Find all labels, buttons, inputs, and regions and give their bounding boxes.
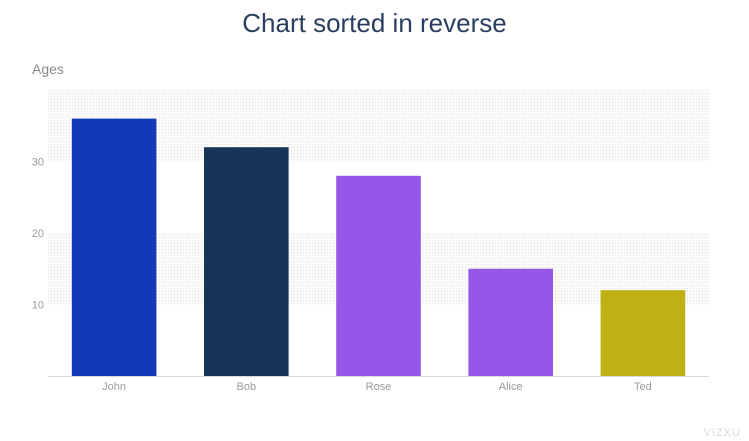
grid-band [48,90,709,162]
bars-group [71,118,686,376]
y-axis-title: Ages [32,61,64,77]
bar-alice [468,268,554,376]
x-tick-label: Ted [634,381,652,393]
bar-bob [203,147,289,376]
y-tick-label: 30 [32,157,44,169]
chart-title: Chart sorted in reverse [242,8,507,38]
bar-ted [600,290,686,376]
y-tick-label: 10 [32,300,44,312]
x-tick-label: Rose [366,381,392,393]
x-tick-label: Bob [237,381,257,393]
x-tick-label: Alice [499,381,523,393]
bar-rose [336,175,421,376]
x-tick-label: John [102,381,126,393]
y-tick-label: 20 [32,228,44,240]
y-tick-labels: 10 20 30 [32,157,44,312]
bar-john [71,118,157,376]
x-tick-labels: John Bob Rose Alice Ted [102,381,652,393]
watermark: VIZXU [703,427,741,439]
